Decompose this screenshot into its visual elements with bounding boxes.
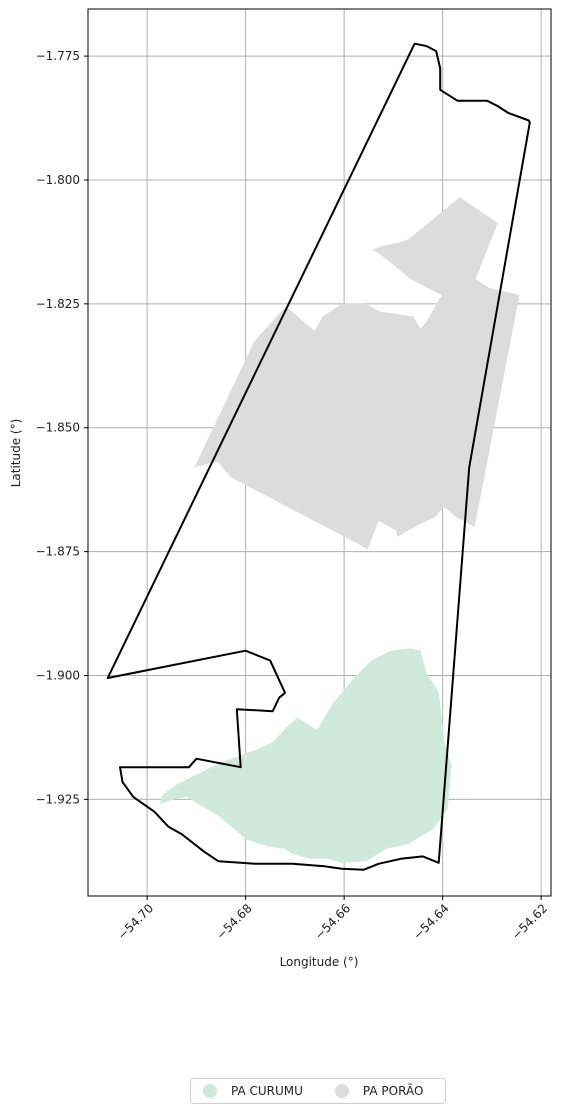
x-axis-title: Longitude (°): [280, 955, 359, 969]
legend-marker-curumu: [203, 1084, 217, 1098]
legend-label-porao: PA PORÃO: [362, 1084, 424, 1098]
legend-item-porao: PA PORÃO: [334, 1084, 424, 1098]
x-tick-label: −54.70: [115, 901, 156, 942]
x-tick-label: −54.66: [312, 901, 353, 942]
y-tick-label: −1.875: [36, 545, 80, 559]
boundary-outline: [106, 42, 531, 871]
area-pa-curumu: [159, 648, 452, 863]
y-tick-label: −1.850: [36, 421, 80, 435]
y-tick-label: −1.925: [36, 792, 80, 806]
y-tick-label: −1.775: [36, 49, 80, 63]
map-figure: −54.70 −54.68 −54.66 −54.64 −54.62 −1.775 −1.8…: [9, 8, 552, 969]
map-legend: PA CURUMU PA PORÃO: [190, 1078, 446, 1104]
x-tick-label: −54.62: [509, 901, 550, 942]
x-tick-label: −54.68: [213, 901, 254, 942]
x-tick-label: −54.64: [410, 901, 451, 942]
axes-frame: [87, 8, 552, 897]
legend-item-curumu: PA CURUMU: [203, 1084, 303, 1098]
y-tick-label: −1.825: [36, 297, 80, 311]
legend-marker-porao: [334, 1084, 349, 1098]
y-tick-label: −1.800: [36, 173, 80, 187]
legend-label-curumu: PA CURUMU: [231, 1084, 303, 1098]
y-axis-title: Latitude (°): [9, 419, 23, 488]
y-tick-label: −1.900: [36, 668, 80, 682]
area-pa-por-o: [194, 197, 520, 550]
map-features: [106, 42, 531, 871]
